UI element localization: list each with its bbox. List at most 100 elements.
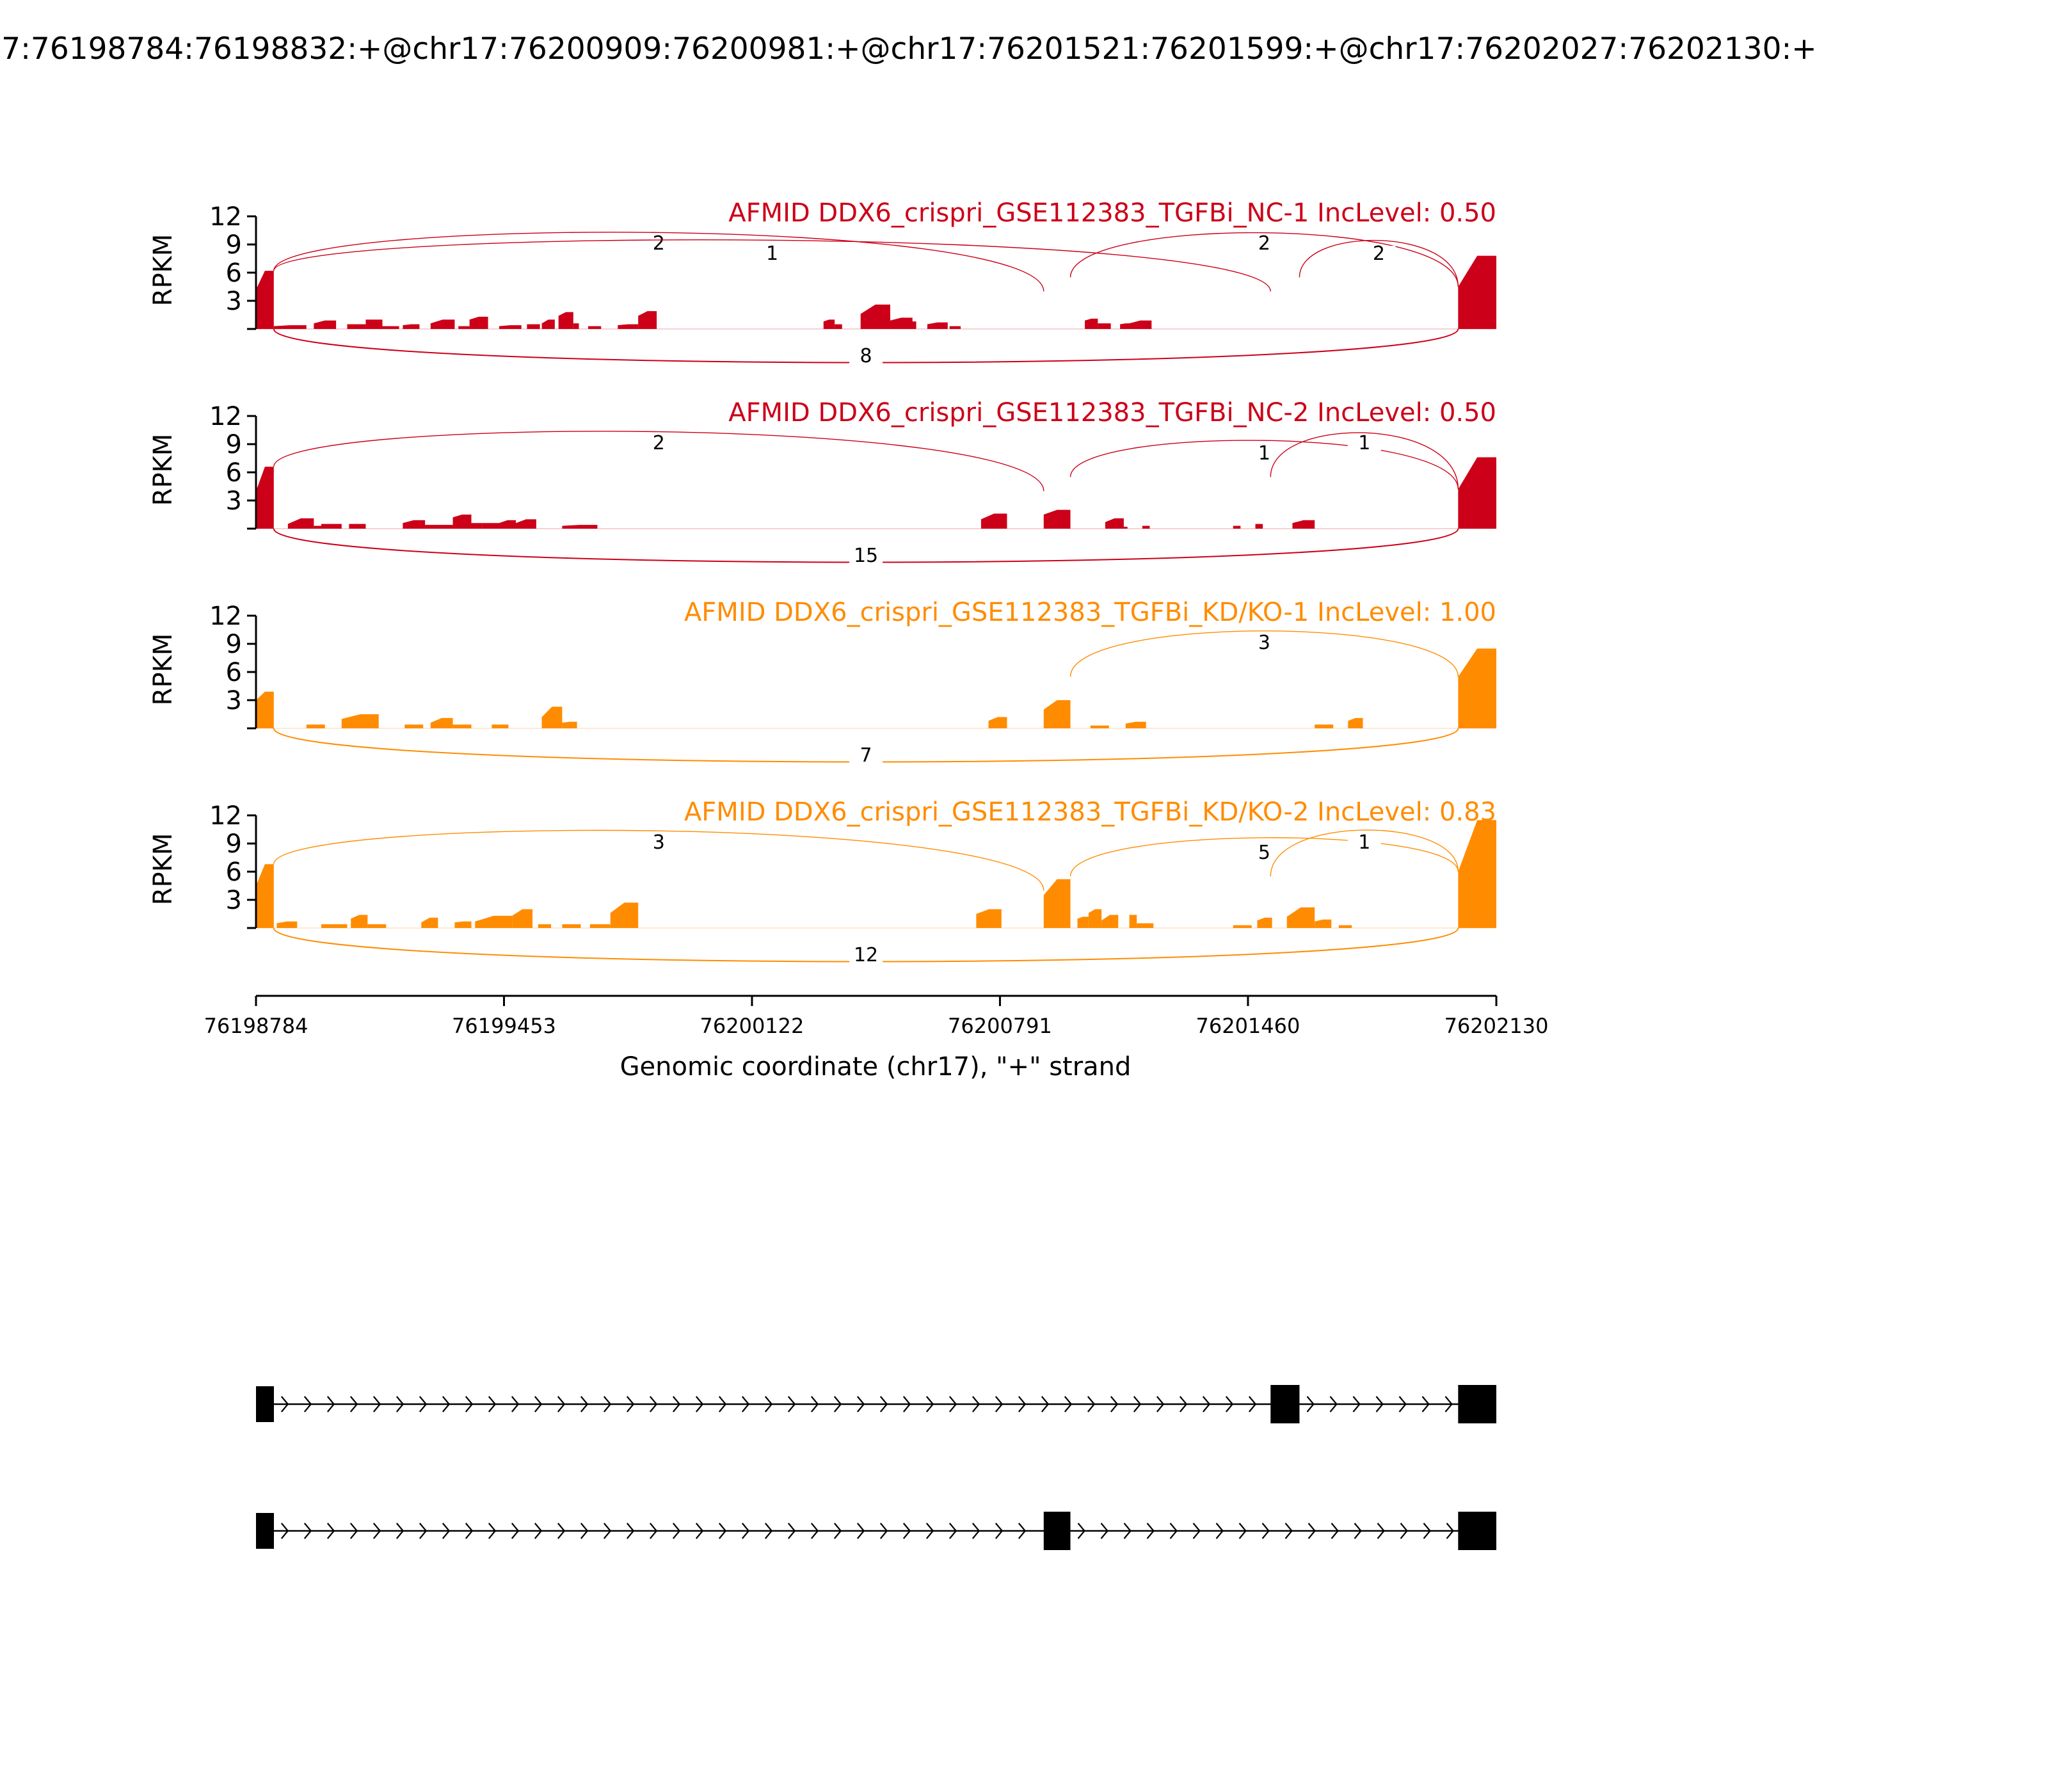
strand-arrow (649, 1396, 658, 1412)
strand-arrow (1444, 1396, 1453, 1412)
isoform-models (256, 1385, 1496, 1550)
coverage-block (256, 691, 274, 728)
coverage-block (287, 518, 314, 529)
junction-arc (273, 239, 1271, 292)
coverage-block (471, 523, 483, 529)
junction-arc (1069, 232, 1459, 287)
y-tick-label: 9 (226, 630, 242, 659)
strand-arrow (741, 1523, 750, 1539)
y-tick-label: 12 (209, 602, 242, 631)
strand-arrow (787, 1523, 796, 1539)
coverage-block (588, 326, 602, 329)
coverage-block (421, 917, 438, 928)
strand-arrow (1375, 1396, 1384, 1412)
strand-arrow (626, 1396, 635, 1412)
strand-arrow (1041, 1396, 1050, 1412)
junction-count: 12 (854, 944, 878, 966)
coverage-block (256, 864, 274, 928)
coverage-block (610, 902, 639, 928)
coverage-block (452, 515, 472, 529)
strand-arrow (1018, 1396, 1027, 1412)
strand-arrow (1192, 1523, 1201, 1539)
strand-arrow (349, 1396, 358, 1412)
strand-arrow (925, 1396, 934, 1412)
coverage-block (1043, 509, 1071, 529)
strand-arrow (1133, 1396, 1142, 1412)
strand-arrow (396, 1523, 404, 1539)
coverage-block (452, 724, 472, 728)
junction-arc (1299, 239, 1459, 287)
coverage-block (1098, 323, 1111, 329)
junction-count: 2 (653, 432, 665, 454)
coverage-block (1458, 457, 1496, 529)
coverage-block (306, 724, 325, 728)
strand-arrow (465, 1396, 474, 1412)
strand-arrow (1354, 1523, 1362, 1539)
coverage-block (351, 915, 368, 928)
junction-label-bg (1362, 246, 1396, 265)
strand-arrow (1446, 1523, 1454, 1539)
x-tick-label: 76202130 (1444, 1014, 1549, 1038)
coverage-block (538, 924, 552, 928)
strand-arrow (557, 1396, 566, 1412)
y-axis-label: RPKM (148, 434, 178, 506)
coverage-block (589, 924, 611, 928)
junction-count: 2 (1373, 243, 1385, 265)
junction-label-bg (849, 348, 883, 367)
strand-arrow (557, 1523, 566, 1539)
strand-arrow (280, 1396, 289, 1412)
coverage-block (314, 320, 337, 329)
y-tick-label: 9 (226, 829, 242, 859)
coverage-block (321, 924, 348, 928)
coverage-block (527, 324, 540, 329)
y-axis-label: RPKM (148, 234, 178, 307)
junction-label-bg (1247, 635, 1281, 654)
strand-arrow (280, 1523, 289, 1539)
coverage-block (1085, 318, 1098, 329)
junction-label-bg (642, 435, 676, 454)
coverage-block (835, 324, 842, 329)
coverage-block (314, 525, 321, 529)
coverage-block (1101, 915, 1119, 928)
y-tick-label: 6 (226, 259, 242, 288)
coverage-block (382, 326, 399, 329)
coverage-block (482, 523, 499, 529)
strand-arrow (1156, 1396, 1165, 1412)
junction-label-bg (1347, 835, 1381, 854)
strand-arrow (1352, 1396, 1361, 1412)
strand-arrow (741, 1396, 750, 1412)
junction-count: 1 (766, 243, 778, 265)
strand-arrow (1261, 1523, 1270, 1539)
coverage-block (562, 525, 598, 529)
coverage-block (347, 324, 366, 329)
junction-label-bg (849, 748, 883, 767)
coverage-block (1077, 916, 1089, 928)
strand-arrow (396, 1396, 404, 1412)
strand-arrow (1179, 1396, 1188, 1412)
coverage-block (403, 520, 426, 529)
y-tick-label: 6 (226, 458, 242, 488)
strand-arrow (1398, 1396, 1407, 1412)
strand-arrow (1400, 1523, 1408, 1539)
junction-label-bg (642, 236, 676, 255)
coverage-block (512, 909, 533, 928)
junction-arc (273, 232, 1044, 292)
sample-label: AFMID DDX6_crispri_GSE112383_TGFBi_NC-2 … (728, 398, 1496, 428)
strand-arrow (303, 1523, 312, 1539)
strand-arrow (580, 1523, 589, 1539)
y-axis-label: RPKM (148, 634, 178, 706)
coverage-block (1315, 724, 1334, 728)
coverage-block (403, 324, 420, 329)
strand-arrow (764, 1396, 773, 1412)
strand-arrow (326, 1523, 335, 1539)
y-tick-label: 12 (209, 202, 242, 232)
strand-arrow (442, 1396, 451, 1412)
strand-arrow (810, 1523, 819, 1539)
strand-arrow (972, 1523, 980, 1539)
strand-arrow (1146, 1523, 1155, 1539)
coverage-block (562, 721, 577, 728)
